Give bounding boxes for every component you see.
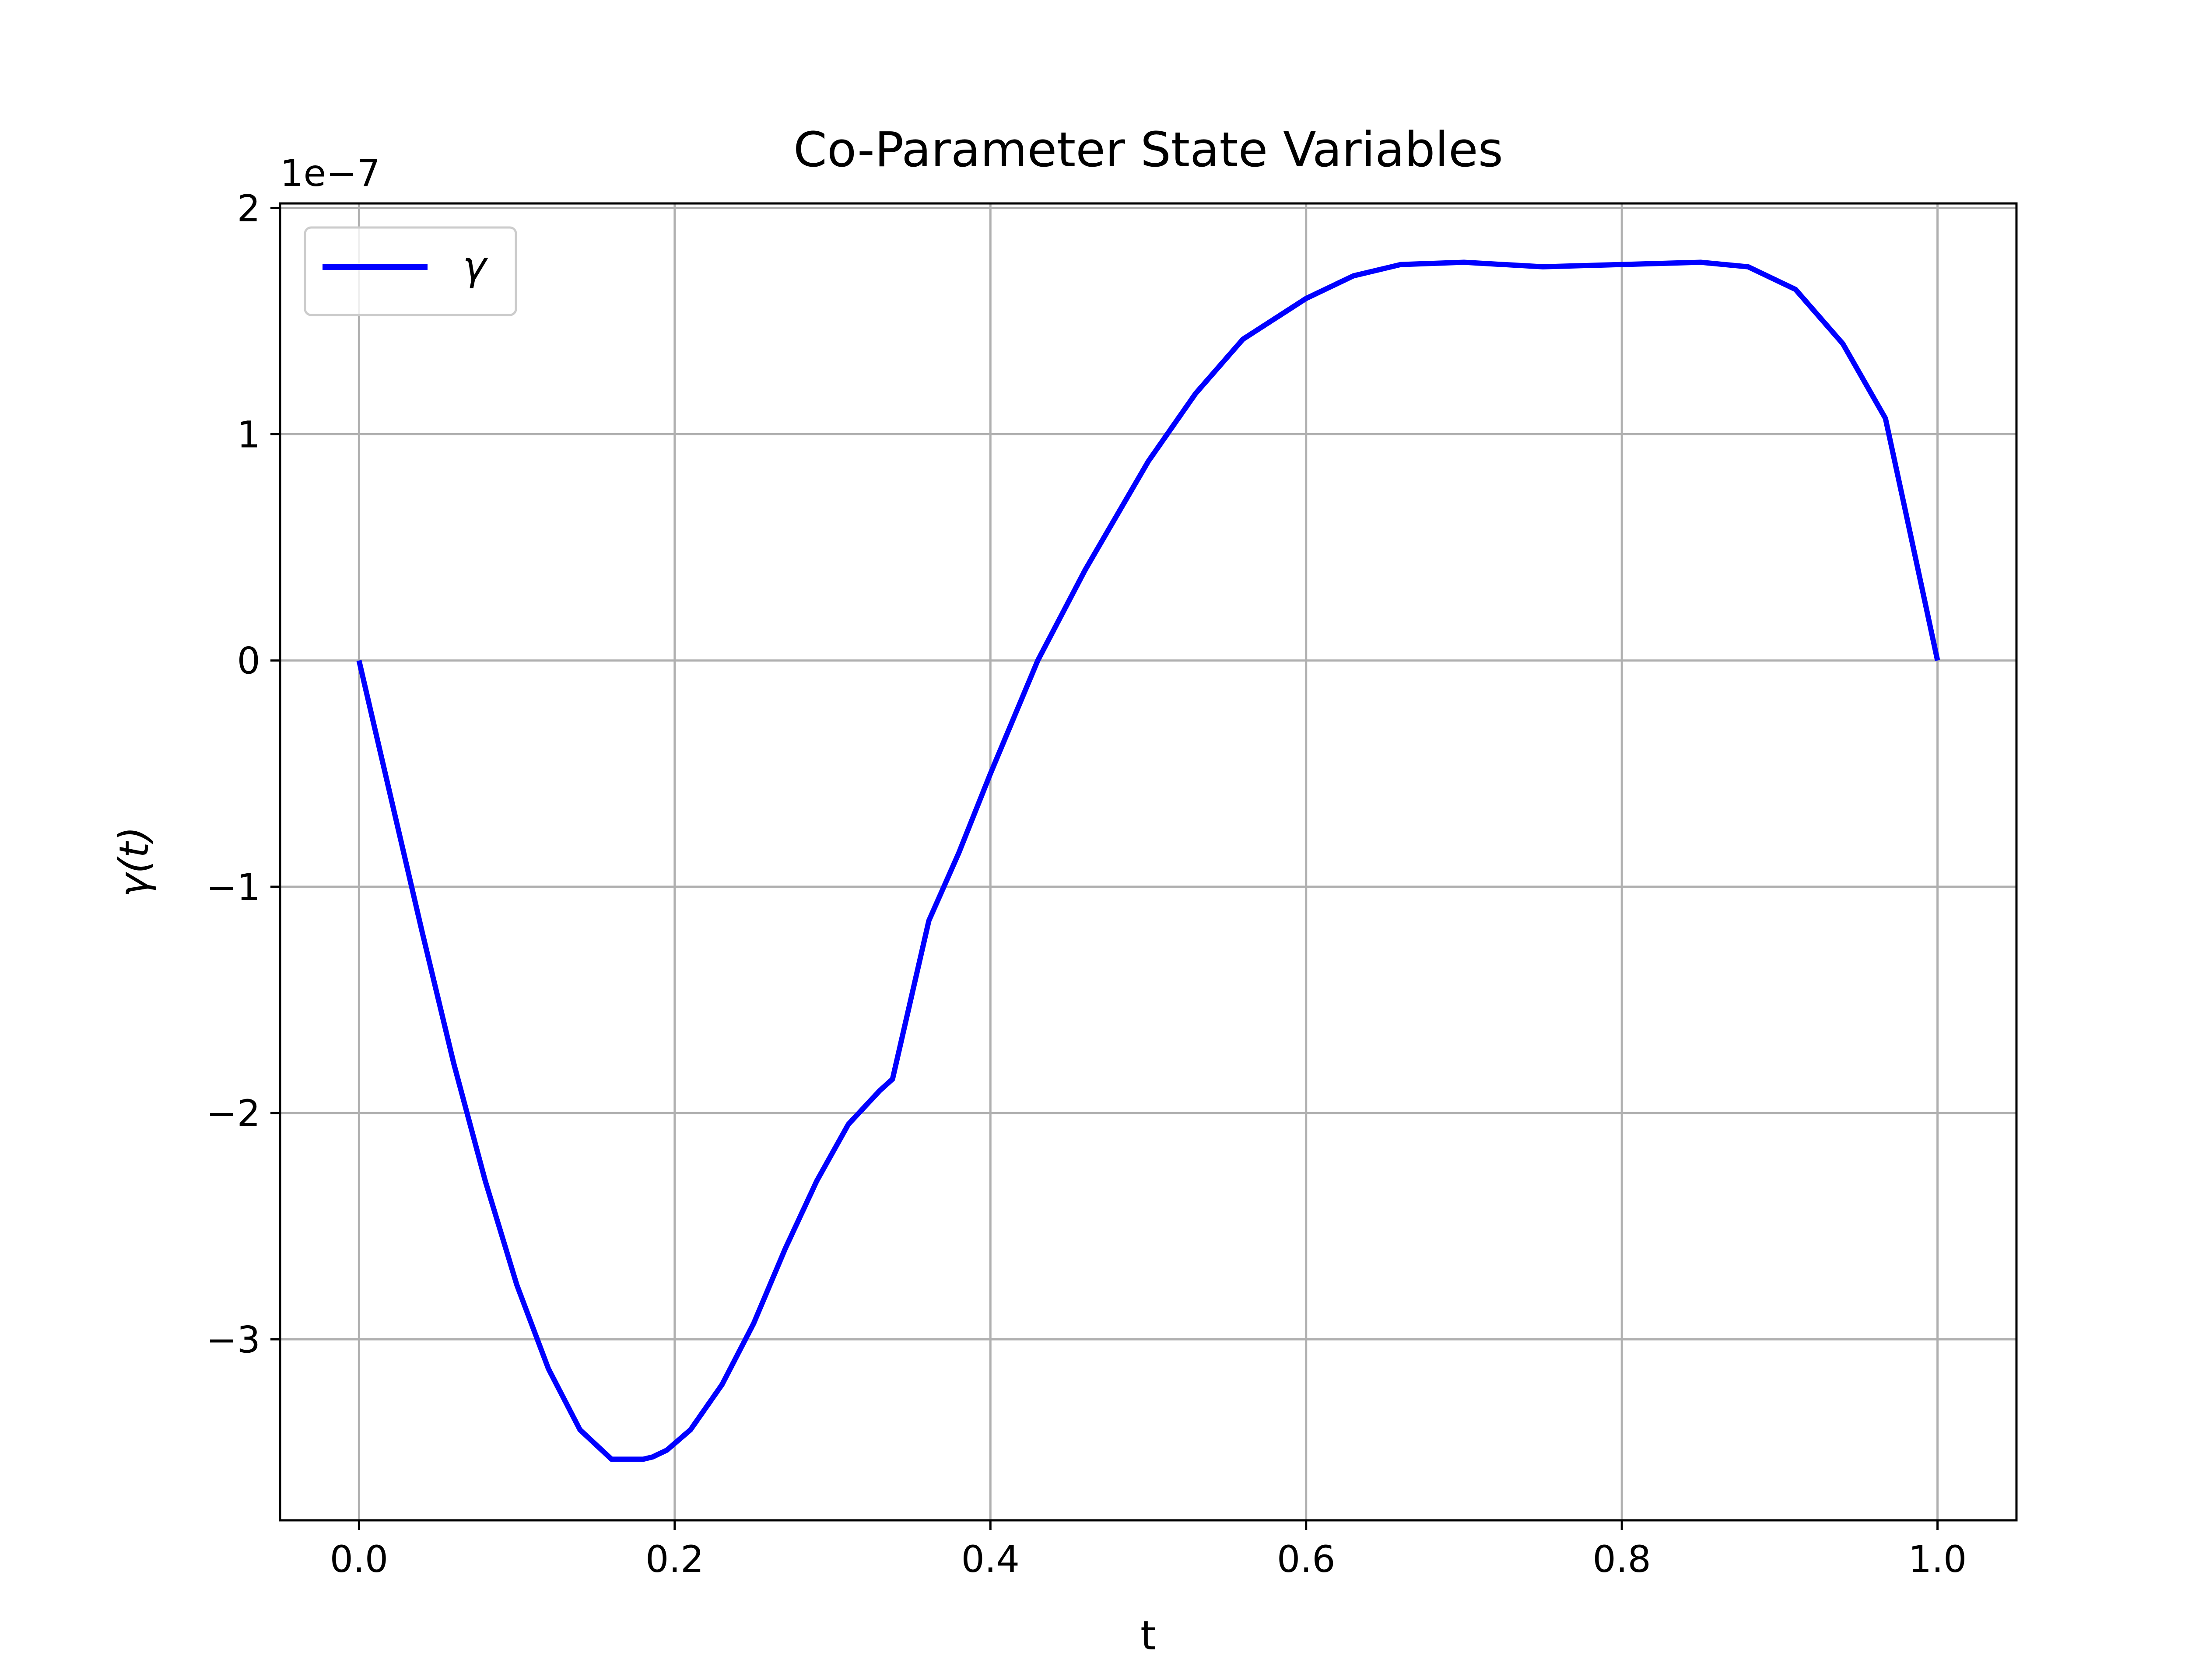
legend-label: γ	[463, 243, 488, 290]
chart-title: Co-Parameter State Variables	[793, 122, 1503, 178]
series-line	[356, 259, 1940, 1462]
series-layer	[356, 259, 1940, 1462]
x-tick-label: 0.4	[961, 1538, 1020, 1581]
y-tick-label: 1	[237, 413, 260, 456]
plot-area	[280, 203, 2016, 1520]
y-tick-label: −1	[206, 866, 260, 909]
y-tick-label: −2	[206, 1092, 260, 1135]
y-axis-label: γ(t)	[111, 826, 158, 897]
x-tick-label: 0.8	[1592, 1538, 1651, 1581]
x-tick-label: 0.2	[645, 1538, 704, 1581]
y-axis: −3 −2 −1 0 1 2	[206, 187, 280, 1361]
legend: γ	[304, 226, 517, 316]
x-axis: 0.0 0.2 0.4 0.6 0.8 1.0	[330, 1520, 1967, 1581]
legend-box	[304, 226, 517, 316]
plot-frame	[279, 202, 2018, 1522]
x-tick-label: 0.0	[330, 1538, 389, 1581]
y-tick-label: 2	[237, 187, 260, 230]
x-tick-label: 0.6	[1277, 1538, 1336, 1581]
y-offset-label: 1e−7	[280, 152, 380, 195]
x-axis-label: t	[1140, 1612, 1156, 1659]
y-tick-label: 0	[237, 640, 260, 682]
grid	[280, 203, 2016, 1520]
y-tick-label: −3	[206, 1318, 260, 1361]
x-tick-label: 1.0	[1908, 1538, 1967, 1581]
